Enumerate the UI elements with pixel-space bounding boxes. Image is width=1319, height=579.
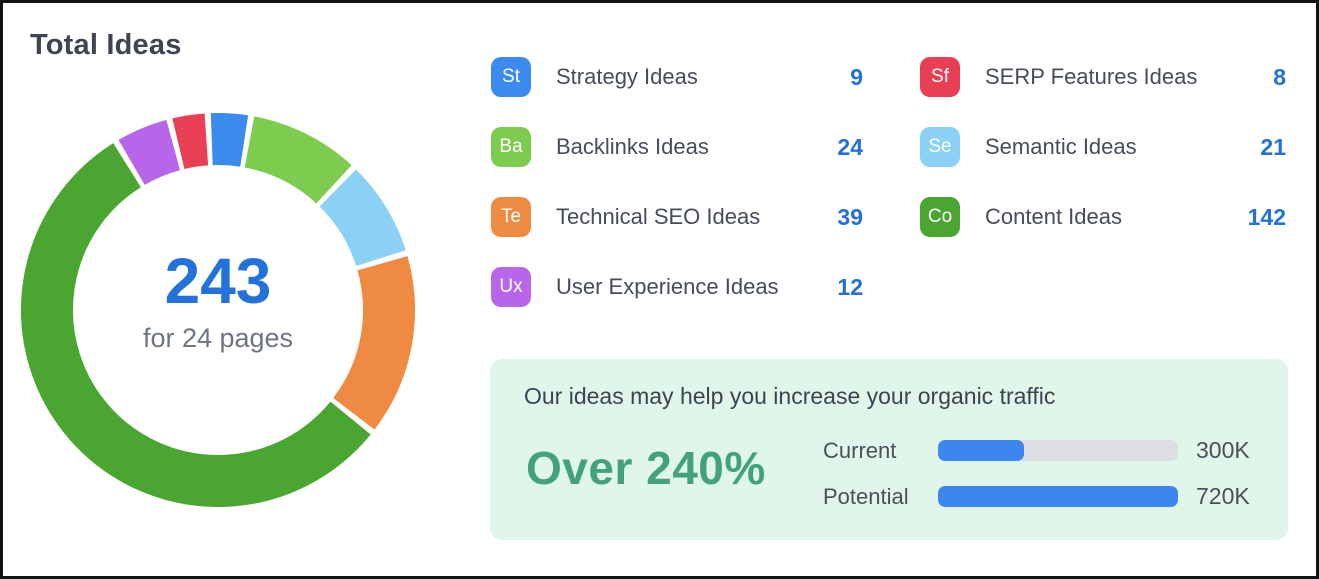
potential-traffic-value: 720K bbox=[1196, 483, 1250, 509]
donut-segment-serp-features-ideas[interactable] bbox=[172, 113, 209, 170]
legend-item-strategy-ideas[interactable]: St Strategy Ideas 9 bbox=[491, 57, 863, 97]
backlinks-ideas-badge: Ba bbox=[491, 127, 531, 167]
legend-item-label: User Experience Ideas bbox=[556, 274, 779, 299]
legend-item-label: Technical SEO Ideas bbox=[556, 204, 761, 229]
current-bar-track bbox=[938, 440, 1178, 461]
potential-traffic-row: Potential 720K bbox=[823, 483, 1263, 509]
semantic-ideas-badge: Se bbox=[920, 127, 960, 167]
legend-item-count[interactable]: 12 bbox=[837, 273, 863, 300]
legend-item-serp-features-ideas[interactable]: Sf SERP Features Ideas 8 bbox=[920, 57, 1286, 97]
legend-item-label: SERP Features Ideas bbox=[985, 64, 1198, 89]
legend-item-semantic-ideas[interactable]: Se Semantic Ideas 21 bbox=[920, 127, 1286, 167]
legend-item-label: Strategy Ideas bbox=[556, 64, 698, 89]
legend-item-content-ideas[interactable]: Co Content Ideas 142 bbox=[920, 197, 1286, 237]
legend-item-count[interactable]: 21 bbox=[1260, 133, 1286, 160]
serp-features-ideas-badge: Sf bbox=[920, 57, 960, 97]
ideas-donut-chart[interactable] bbox=[3, 95, 433, 525]
potential-label: Potential bbox=[823, 483, 909, 509]
user-experience-ideas-badge: Ux bbox=[491, 267, 531, 307]
current-traffic-value: 300K bbox=[1196, 437, 1250, 463]
legend-column-right: Sf SERP Features Ideas 8 Se Semantic Ideas 21… bbox=[920, 57, 1286, 267]
legend-item-count[interactable]: 9 bbox=[850, 63, 863, 90]
traffic-increase-highlight: Over 240% bbox=[526, 442, 766, 494]
content-ideas-badge: Co bbox=[920, 197, 960, 237]
legend-item-label: Backlinks Ideas bbox=[556, 134, 709, 159]
organic-traffic-panel: Our ideas may help you increase your org… bbox=[490, 359, 1288, 540]
potential-bar-track bbox=[938, 486, 1178, 507]
current-bar-fill bbox=[938, 440, 1025, 461]
technical-seo-ideas-badge: Te bbox=[491, 197, 531, 237]
legend-item-count[interactable]: 39 bbox=[837, 203, 863, 230]
legend-item-label: Semantic Ideas bbox=[985, 134, 1137, 159]
donut-segment-user-experience-ideas[interactable] bbox=[118, 119, 181, 186]
legend-item-count[interactable]: 8 bbox=[1273, 63, 1286, 90]
current-traffic-row: Current 300K bbox=[823, 437, 1263, 463]
legend-item-count[interactable]: 142 bbox=[1247, 203, 1286, 230]
donut-segment-technical-seo-ideas[interactable] bbox=[332, 256, 415, 430]
traffic-panel-heading: Our ideas may help you increase your org… bbox=[524, 383, 1056, 409]
legend-item-label: Content Ideas bbox=[985, 204, 1122, 229]
legend-item-technical-seo-ideas[interactable]: Te Technical SEO Ideas 39 bbox=[491, 197, 863, 237]
legend-item-user-experience-ideas[interactable]: Ux User Experience Ideas 12 bbox=[491, 267, 863, 307]
legend-item-backlinks-ideas[interactable]: Ba Backlinks Ideas 24 bbox=[491, 127, 863, 167]
potential-bar-fill bbox=[938, 486, 1178, 507]
legend-item-count[interactable]: 24 bbox=[837, 133, 863, 160]
legend-column-left: St Strategy Ideas 9 Ba Backlinks Ideas 24 Te Te… bbox=[491, 57, 863, 337]
donut-segment-semantic-ideas[interactable] bbox=[319, 169, 406, 267]
page-title: Total Ideas bbox=[30, 29, 182, 61]
current-label: Current bbox=[823, 437, 897, 463]
donut-segment-backlinks-ideas[interactable] bbox=[243, 116, 352, 204]
traffic-bars: Current 300K Potential 720K bbox=[823, 437, 1263, 532]
strategy-ideas-badge: St bbox=[491, 57, 531, 97]
donut-segment-strategy-ideas[interactable] bbox=[210, 113, 249, 167]
donut-segment-content-ideas[interactable] bbox=[21, 143, 371, 507]
